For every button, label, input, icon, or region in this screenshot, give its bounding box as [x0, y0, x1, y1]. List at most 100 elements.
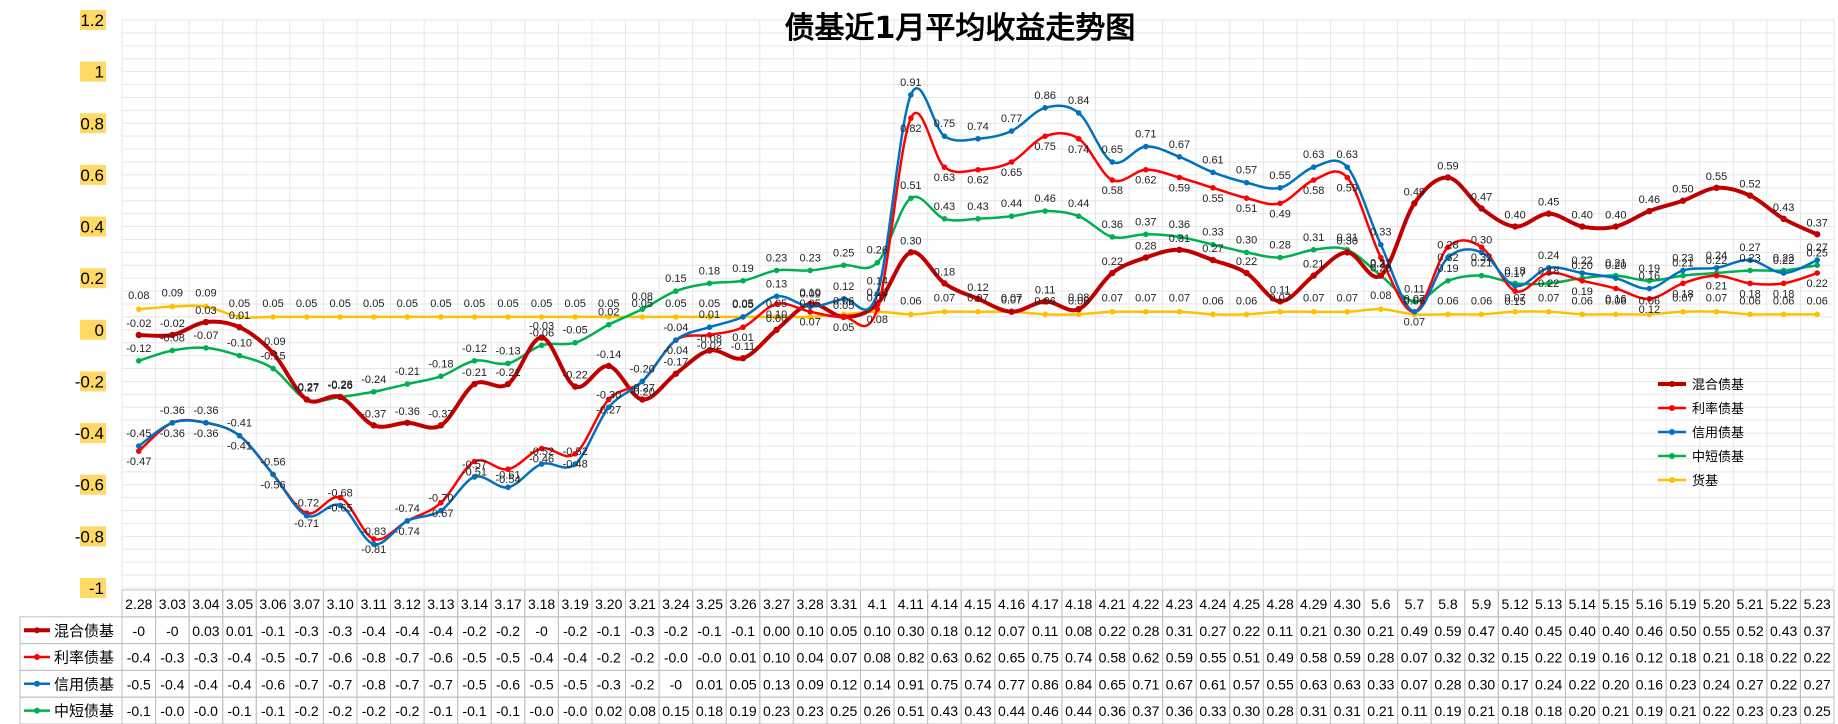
data-label: 0.23 [1672, 252, 1693, 264]
table-cell: -0.1 [429, 703, 453, 719]
data-point [908, 195, 914, 201]
table-cell: -0 [670, 676, 683, 692]
category-label: 2.28 [125, 596, 152, 612]
data-point [1780, 311, 1787, 318]
y-tick-highlight [80, 216, 106, 237]
data-label: -0.37 [428, 408, 453, 420]
data-label: 0.05 [833, 300, 854, 312]
data-label: -0.21 [496, 367, 521, 379]
table-cell: 0.31 [1300, 703, 1327, 719]
data-point [1210, 241, 1216, 248]
category-label: 4.1 [868, 596, 888, 612]
data-label: -0.36 [193, 405, 218, 417]
data-label: 0.20 [1605, 260, 1626, 272]
table-cell: 0.08 [1065, 623, 1092, 639]
data-point [1444, 174, 1452, 181]
table-cell: -0.4 [227, 676, 251, 692]
data-label: -0.06 [529, 327, 554, 339]
data-label: 0.27 [1739, 242, 1760, 254]
data-point [1646, 311, 1653, 318]
data-point [1277, 308, 1283, 315]
data-point [1143, 308, 1149, 315]
table-cell: 0.23 [1669, 676, 1696, 692]
data-point [1109, 308, 1116, 315]
data-point [1747, 311, 1753, 318]
data-label: 0.08 [1068, 292, 1089, 304]
data-label: -0.56 [261, 456, 286, 468]
table-cell: -0.1 [597, 623, 621, 639]
data-label: -0.83 [361, 526, 386, 538]
table-cell: 0.49 [1266, 650, 1293, 666]
data-label: 0.06 [1639, 295, 1660, 307]
data-label: 0.01 [732, 332, 753, 344]
data-point [438, 314, 444, 320]
table-cell: 0.08 [629, 703, 656, 719]
data-label: 0.23 [766, 252, 787, 264]
data-labels: -0.02 -0.020.03 0.01-0.09-0.27 -0.26-0.37 -0… [126, 77, 1828, 556]
data-point [337, 502, 343, 509]
data-point [1176, 246, 1183, 253]
category-label: 3.03 [159, 596, 186, 612]
data-label: 0.51 [1236, 203, 1257, 215]
data-table: 2.28 3.03 3.04 3.05 3.06 3.07 3.10 3.11 3.12 3.13… [19, 589, 1835, 724]
table-cell: 0.43 [1770, 623, 1797, 639]
table-cell: 0.25 [830, 703, 857, 719]
data-label: 0.10 [799, 287, 820, 299]
table-cell: -0.4 [194, 676, 218, 692]
data-label: -0.45 [126, 428, 151, 440]
data-point [1814, 270, 1821, 276]
data-point [1814, 311, 1821, 318]
data-point [975, 166, 981, 173]
data-label: 0.05 [229, 298, 250, 310]
data-point [874, 290, 881, 297]
table-cell: 0.44 [1065, 703, 1092, 719]
data-point [1042, 208, 1048, 214]
data-point [203, 345, 209, 351]
data-point [907, 249, 915, 256]
data-point [1747, 267, 1753, 274]
data-label: 0.28 [1269, 240, 1290, 252]
table-cell: 0.00 [763, 623, 790, 639]
data-point [605, 396, 612, 403]
data-label: 0.16 [1605, 294, 1626, 306]
data-point [740, 277, 746, 284]
table-cell: 0.28 [1266, 703, 1293, 719]
table-cell: 0.59 [1434, 623, 1461, 639]
data-point [1243, 249, 1250, 256]
legend-label: 货基 [1692, 473, 1718, 489]
data-point [639, 378, 646, 385]
data-point [571, 383, 579, 390]
table-cell: 0.30 [1233, 703, 1260, 719]
data-label: -0.27 [294, 382, 319, 394]
data-point [1646, 285, 1653, 292]
data-label: 0.06 [900, 295, 921, 307]
table-cell: -0.7 [328, 676, 352, 692]
table-cell: 0.23 [797, 703, 824, 719]
data-point [135, 306, 142, 312]
data-label: 0.31 [1169, 233, 1190, 245]
table-cell: -0.7 [395, 650, 419, 666]
table-cell: 0.44 [998, 703, 1025, 719]
data-label: 0.06 [833, 295, 854, 307]
table-cell: 0.33 [1199, 703, 1226, 719]
data-label: 0.07 [1706, 293, 1727, 305]
data-label: 0.18 [934, 266, 955, 278]
data-label: -0.74 [395, 526, 420, 538]
data-point [1478, 205, 1485, 212]
table-cell: 0.17 [1501, 676, 1528, 692]
category-label: 3.19 [562, 596, 589, 612]
data-label: 0.71 [1135, 129, 1156, 141]
category-label: 5.16 [1636, 596, 1663, 612]
data-label: 0.40 [1504, 210, 1525, 222]
data-label: -0.02 [126, 318, 151, 330]
data-point [1512, 308, 1518, 315]
table-cell: 0.43 [931, 703, 958, 719]
data-point [740, 324, 746, 331]
table-cell: 0.31 [1334, 703, 1361, 719]
data-label: -0.47 [126, 456, 151, 468]
data-point [639, 306, 646, 312]
data-point [941, 280, 948, 287]
data-label: 0.63 [1303, 149, 1324, 161]
data-label: 0.19 [1572, 286, 1593, 298]
data-label: -0.36 [160, 428, 185, 440]
